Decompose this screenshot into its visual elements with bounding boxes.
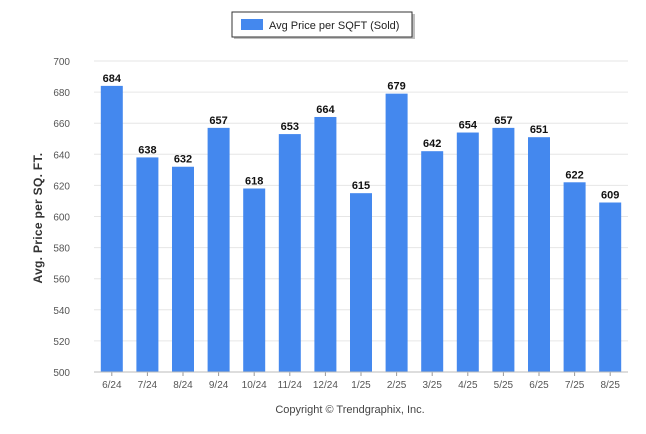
bar (421, 151, 444, 372)
data-label: 657 (209, 115, 227, 127)
data-label: 632 (174, 154, 192, 166)
y-tick-label: 620 (53, 181, 70, 192)
y-tick-label: 680 (53, 88, 70, 99)
y-axis-title: Avg. Price per SQ. FT. (31, 153, 45, 284)
x-axis-ticks: 6/24 7/24 8/24 9/24 10/24 11/24 12/24 1/25 2/25 3… (102, 372, 620, 391)
bar (528, 137, 550, 372)
x-tick-label: 3/25 (422, 380, 442, 391)
legend-label: Avg Price per SQFT (Sold) (269, 20, 399, 32)
y-axis-ticks: 500 520 540 560 580 600 620 640 660 680 700 (53, 57, 70, 379)
x-tick-label: 7/24 (138, 380, 158, 391)
data-label: 618 (245, 176, 263, 188)
data-label: 657 (494, 115, 512, 127)
legend: Avg Price per SQFT (Sold) (231, 11, 415, 39)
bar (100, 85, 123, 372)
y-tick-label: 600 (53, 213, 70, 224)
data-label: 651 (530, 124, 548, 136)
y-tick-label: 700 (53, 57, 70, 68)
bar (456, 132, 479, 372)
y-tick-label: 500 (53, 368, 70, 379)
y-tick-label: 660 (53, 119, 70, 130)
data-label: 622 (565, 169, 583, 181)
data-labels: 684 638 632 657 618 653 664 615 679 642 654 657 651 6… (103, 73, 620, 202)
x-tick-label: 1/25 (351, 380, 371, 391)
x-tick-label: 8/24 (173, 380, 193, 391)
bar (172, 166, 194, 372)
x-tick-label: 12/24 (313, 380, 338, 391)
bar (207, 127, 230, 373)
data-label: 615 (352, 180, 370, 192)
y-tick-label: 520 (53, 337, 70, 348)
data-label: 653 (281, 121, 299, 133)
x-tick-label: 4/25 (458, 380, 478, 391)
bar (350, 193, 372, 372)
x-tick-label: 7/25 (565, 380, 585, 391)
bar (136, 157, 159, 372)
x-tick-label: 6/25 (529, 380, 549, 391)
bar (243, 188, 266, 372)
bar (599, 202, 622, 372)
y-tick-label: 580 (53, 244, 70, 255)
y-tick-label: 560 (53, 275, 70, 286)
bars (100, 85, 622, 373)
data-label: 642 (423, 138, 441, 150)
x-tick-label: 10/24 (242, 380, 267, 391)
bar (563, 182, 586, 372)
bar (492, 127, 515, 373)
data-label: 638 (138, 144, 156, 156)
data-label: 664 (316, 104, 335, 116)
y-tick-label: 640 (53, 150, 70, 161)
data-label: 654 (459, 120, 478, 132)
x-tick-label: 11/24 (278, 380, 303, 391)
bar (314, 116, 337, 372)
x-tick-label: 8/25 (600, 380, 620, 391)
legend-swatch (241, 19, 263, 30)
bar (278, 134, 301, 372)
data-label: 684 (103, 73, 122, 85)
x-tick-label: 2/25 (387, 380, 407, 391)
x-tick-label: 6/24 (102, 380, 122, 391)
y-tick-label: 540 (53, 306, 70, 317)
bar (385, 93, 408, 372)
data-label: 679 (387, 81, 405, 93)
data-label: 609 (601, 190, 619, 202)
copyright-footer: Copyright © Trendgraphix, Inc. (275, 404, 424, 416)
x-tick-label: 9/24 (209, 380, 229, 391)
x-tick-label: 5/25 (494, 380, 514, 391)
